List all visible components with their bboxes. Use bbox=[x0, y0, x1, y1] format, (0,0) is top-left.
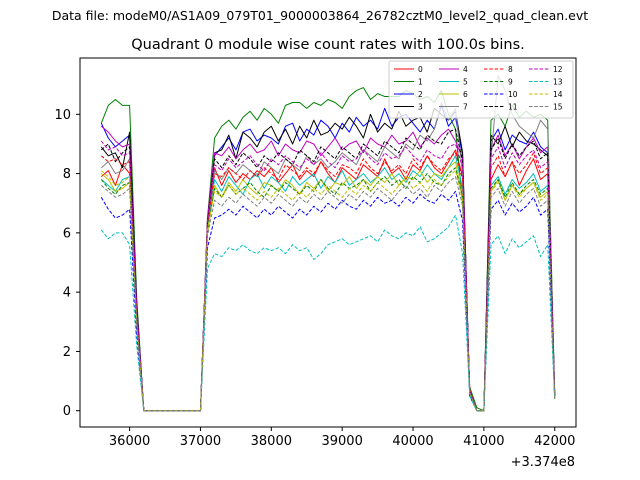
y-axis: 0 2 4 6 8 10 bbox=[54, 108, 80, 419]
series-line-15 bbox=[100, 176, 556, 412]
legend-label-1: 1 bbox=[418, 78, 423, 87]
series-layer bbox=[100, 75, 556, 412]
x-axis: 36000 37000 38000 39000 40000 41000 42000 bbox=[109, 427, 575, 449]
legend-label-11: 11 bbox=[508, 103, 518, 112]
legend-label-4: 4 bbox=[463, 65, 468, 74]
legend-frame bbox=[388, 60, 574, 119]
series-line-14 bbox=[100, 170, 556, 412]
legend-label-9: 9 bbox=[508, 78, 513, 87]
legend-label-10: 10 bbox=[508, 90, 518, 99]
legend-label-12: 12 bbox=[553, 65, 563, 74]
legend-label-7: 7 bbox=[463, 103, 468, 112]
y-tick-label: 10 bbox=[54, 108, 71, 123]
legend-label-13: 13 bbox=[553, 78, 563, 87]
legend-label-6: 6 bbox=[463, 90, 468, 99]
legend-label-8: 8 bbox=[508, 65, 513, 74]
legend-label-2: 2 bbox=[418, 90, 423, 99]
x-tick-label: 42000 bbox=[534, 434, 575, 449]
plot-frame bbox=[79, 57, 577, 428]
y-tick-label: 2 bbox=[63, 345, 71, 360]
y-tick-label: 0 bbox=[63, 404, 71, 419]
legend-label-0: 0 bbox=[418, 65, 423, 74]
x-tick-label: 38000 bbox=[251, 434, 292, 449]
x-axis-offset-label: +3.374e8 bbox=[511, 455, 575, 470]
x-tick-label: 39000 bbox=[321, 434, 362, 449]
x-tick-label: 36000 bbox=[109, 434, 150, 449]
x-tick-label: 40000 bbox=[392, 434, 433, 449]
legend-label-15: 15 bbox=[553, 103, 563, 112]
x-tick-label: 37000 bbox=[180, 434, 221, 449]
legend-label-14: 14 bbox=[553, 90, 563, 99]
figure-suptitle: Data file: modeM0/AS1A09_079T01_90000038… bbox=[52, 8, 588, 23]
legend-label-3: 3 bbox=[418, 103, 423, 112]
legend-label-5: 5 bbox=[463, 78, 468, 87]
y-tick-label: 4 bbox=[63, 286, 71, 301]
y-tick-label: 6 bbox=[63, 226, 71, 241]
chart-title: Quadrant 0 module wise count rates with … bbox=[131, 37, 525, 53]
y-tick-label: 8 bbox=[63, 167, 71, 182]
x-tick-label: 41000 bbox=[463, 434, 504, 449]
